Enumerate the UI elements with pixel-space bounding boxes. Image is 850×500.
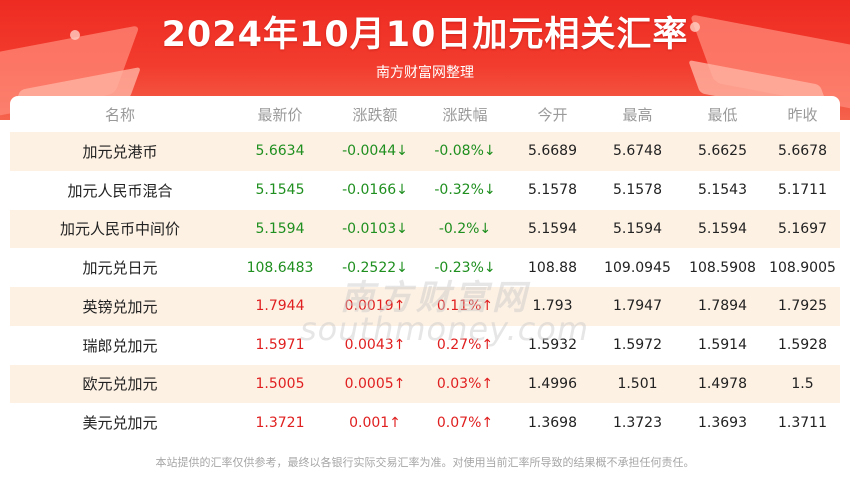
page-title: 2024年10月10日加元相关汇率	[161, 15, 689, 55]
banner-decoration-dot	[690, 22, 700, 32]
cell-prev-close: 1.5928	[765, 325, 840, 365]
cell-prev-close: 108.9005	[765, 248, 840, 287]
page-subtitle: 南方财富网整理	[376, 65, 474, 81]
cell-high: 1.7947	[595, 287, 680, 326]
cell-change-pct: -0.32%↓	[420, 170, 510, 210]
cell-open: 5.6689	[510, 132, 595, 171]
cell-change-pct: -0.2%↓	[420, 209, 510, 249]
cell-name: 美元兑加元	[10, 403, 230, 442]
cell-open: 1.3698	[510, 403, 595, 442]
cell-latest: 1.5005	[230, 364, 330, 404]
banner-decoration-dot	[70, 30, 80, 40]
cell-change-pct: -0.23%↓	[420, 248, 510, 287]
cell-name: 欧元兑加元	[10, 364, 230, 404]
cell-low: 1.4978	[680, 364, 765, 404]
table-row: 欧元兑加元 1.5005 0.0005↑ 0.03%↑ 1.4996 1.501…	[10, 364, 840, 404]
column-header-open: 今开	[537, 105, 568, 124]
cell-change: 0.0019↑	[330, 287, 420, 326]
cell-low: 1.3693	[680, 403, 765, 442]
cell-change: 0.001↑	[330, 403, 420, 442]
column-header-change: 涨跌额	[352, 105, 398, 124]
cell-low: 1.7894	[680, 287, 765, 326]
table-row: 加元人民币中间价 5.1594 -0.0103↓ -0.2%↓ 5.1594 5…	[10, 209, 840, 249]
cell-change-pct: 0.11%↑	[420, 287, 510, 326]
cell-open: 1.5932	[510, 325, 595, 365]
cell-name: 英镑兑加元	[10, 287, 230, 326]
table-row: 加元兑日元 108.6483 -0.2522↓ -0.23%↓ 108.88 1…	[10, 248, 840, 287]
cell-latest: 108.6483	[230, 248, 330, 287]
cell-high: 5.1578	[595, 170, 680, 210]
cell-high: 1.501	[595, 364, 680, 404]
table-row: 加元人民币混合 5.1545 -0.0166↓ -0.32%↓ 5.1578 5…	[10, 170, 840, 210]
cell-change: 0.0005↑	[330, 364, 420, 404]
cell-latest: 5.1545	[230, 170, 330, 210]
cell-prev-close: 5.1711	[765, 170, 840, 210]
cell-high: 5.6748	[595, 132, 680, 171]
cell-name: 加元兑港币	[10, 132, 230, 171]
cell-prev-close: 1.7925	[765, 287, 840, 326]
cell-latest: 1.7944	[230, 287, 330, 326]
cell-change-pct: -0.08%↓	[420, 132, 510, 171]
cell-name: 加元人民币混合	[10, 170, 230, 210]
cell-prev-close: 1.5	[765, 364, 840, 404]
footer-disclaimer: 本站提供的汇率仅供参考，最终以各银行实际交易汇率为准。对使用当前汇率所导致的结果…	[155, 456, 695, 469]
column-header-low: 最低	[707, 105, 738, 124]
cell-low: 1.5914	[680, 325, 765, 365]
column-header-name: 名称	[104, 105, 135, 124]
cell-change: -0.2522↓	[330, 248, 420, 287]
cell-name: 加元兑日元	[10, 248, 230, 287]
cell-latest: 1.5971	[230, 325, 330, 365]
cell-low: 5.1543	[680, 170, 765, 210]
cell-low: 5.6625	[680, 132, 765, 171]
cell-change: -0.0166↓	[330, 170, 420, 210]
cell-change-pct: 0.07%↑	[420, 403, 510, 442]
column-header-latest: 最新价	[257, 105, 303, 124]
cell-latest: 5.1594	[230, 209, 330, 249]
cell-high: 1.5972	[595, 325, 680, 365]
cell-open: 108.88	[510, 248, 595, 287]
cell-change-pct: 0.27%↑	[420, 325, 510, 365]
cell-high: 5.1594	[595, 209, 680, 249]
column-header-change-pct: 涨跌幅	[442, 105, 488, 124]
column-header-prev-close: 昨收	[787, 105, 818, 124]
cell-high: 1.3723	[595, 403, 680, 442]
cell-prev-close: 1.3711	[765, 403, 840, 442]
cell-low: 108.5908	[680, 248, 765, 287]
table-row: 美元兑加元 1.3721 0.001↑ 0.07%↑ 1.3698 1.3723…	[10, 403, 840, 442]
cell-open: 5.1594	[510, 209, 595, 249]
cell-prev-close: 5.6678	[765, 132, 840, 171]
cell-prev-close: 5.1697	[765, 209, 840, 249]
table-header-row: 名称 最新价 涨跌额 涨跌幅 今开 最高 最低 昨收	[10, 96, 840, 132]
table-row: 瑞郎兑加元 1.5971 0.0043↑ 0.27%↑ 1.5932 1.597…	[10, 325, 840, 365]
table-row: 加元兑港币 5.6634 -0.0044↓ -0.08%↓ 5.6689 5.6…	[10, 132, 840, 171]
column-header-high: 最高	[622, 105, 653, 124]
cell-open: 5.1578	[510, 170, 595, 210]
cell-name: 加元人民币中间价	[10, 209, 230, 249]
cell-high: 109.0945	[595, 248, 680, 287]
cell-latest: 1.3721	[230, 403, 330, 442]
cell-change: 0.0043↑	[330, 325, 420, 365]
cell-open: 1.793	[510, 287, 595, 326]
cell-latest: 5.6634	[230, 132, 330, 171]
cell-change: -0.0044↓	[330, 132, 420, 171]
cell-change: -0.0103↓	[330, 209, 420, 249]
rates-table-card: 名称 最新价 涨跌额 涨跌幅 今开 最高 最低 昨收 加元兑港币 5.6634 …	[10, 96, 840, 443]
cell-low: 5.1594	[680, 209, 765, 249]
cell-name: 瑞郎兑加元	[10, 325, 230, 365]
cell-open: 1.4996	[510, 364, 595, 404]
cell-change-pct: 0.03%↑	[420, 364, 510, 404]
rates-table: 名称 最新价 涨跌额 涨跌幅 今开 最高 最低 昨收 加元兑港币 5.6634 …	[10, 96, 840, 442]
table-row: 英镑兑加元 1.7944 0.0019↑ 0.11%↑ 1.793 1.7947…	[10, 287, 840, 326]
